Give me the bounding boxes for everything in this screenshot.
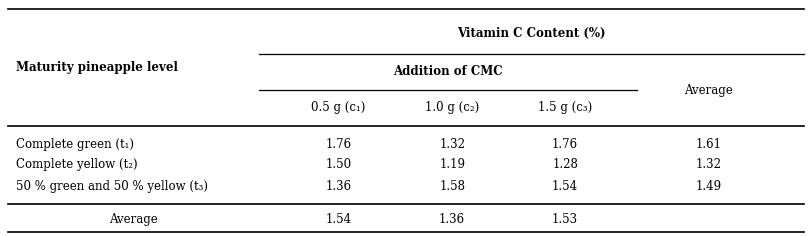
Text: 1.36: 1.36 bbox=[439, 213, 465, 226]
Text: Complete green (t₁): Complete green (t₁) bbox=[16, 138, 134, 151]
Text: 1.19: 1.19 bbox=[439, 158, 465, 171]
Text: 0.5 g (c₁): 0.5 g (c₁) bbox=[311, 101, 365, 114]
Text: 1.28: 1.28 bbox=[551, 158, 577, 171]
Text: Average: Average bbox=[109, 213, 157, 226]
Text: Addition of CMC: Addition of CMC bbox=[393, 65, 502, 78]
Text: 1.53: 1.53 bbox=[551, 213, 577, 226]
Text: Average: Average bbox=[683, 84, 732, 97]
Text: 1.54: 1.54 bbox=[325, 213, 351, 226]
Text: 1.0 g (c₂): 1.0 g (c₂) bbox=[424, 101, 478, 114]
Text: 50 % green and 50 % yellow (t₃): 50 % green and 50 % yellow (t₃) bbox=[16, 180, 208, 193]
Text: 1.58: 1.58 bbox=[439, 180, 465, 193]
Text: 1.32: 1.32 bbox=[694, 158, 720, 171]
Text: Complete yellow (t₂): Complete yellow (t₂) bbox=[16, 158, 138, 171]
Text: 1.61: 1.61 bbox=[694, 138, 720, 151]
Text: Vitamin C Content (%): Vitamin C Content (%) bbox=[457, 27, 605, 40]
Text: 1.50: 1.50 bbox=[325, 158, 351, 171]
Text: 1.36: 1.36 bbox=[325, 180, 351, 193]
Text: 1.76: 1.76 bbox=[551, 138, 577, 151]
Text: 1.32: 1.32 bbox=[439, 138, 465, 151]
Text: 1.54: 1.54 bbox=[551, 180, 577, 193]
Text: Maturity pineapple level: Maturity pineapple level bbox=[16, 61, 178, 74]
Text: 1.76: 1.76 bbox=[325, 138, 351, 151]
Text: 1.49: 1.49 bbox=[694, 180, 720, 193]
Text: 1.5 g (c₃): 1.5 g (c₃) bbox=[538, 101, 591, 114]
